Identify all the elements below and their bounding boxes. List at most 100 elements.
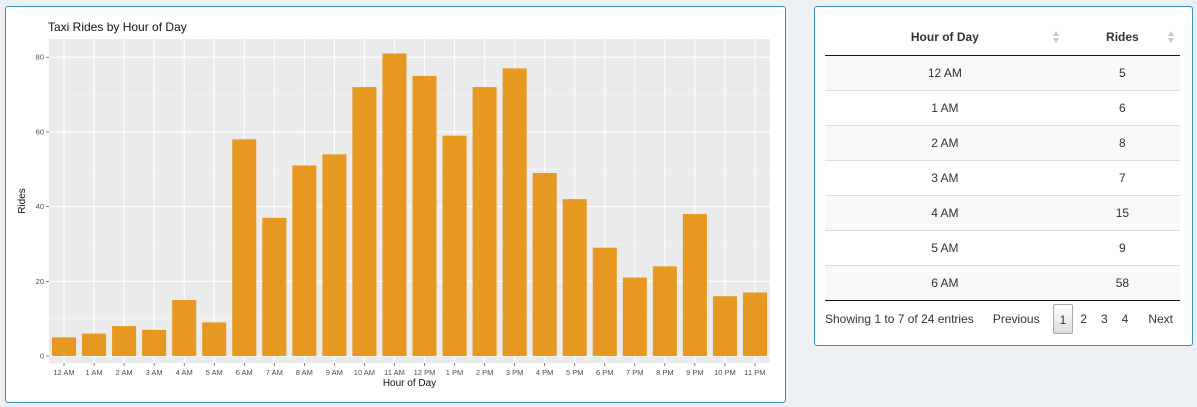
bar-1-pm xyxy=(442,135,467,356)
y-tick-label: 80 xyxy=(36,53,44,62)
bar-5-pm xyxy=(562,199,587,356)
y-axis-title: Rides xyxy=(17,188,28,214)
table-cell-rides: 9 xyxy=(1064,230,1180,266)
bar-2-pm xyxy=(472,87,497,356)
sort-icon xyxy=(1052,30,1059,44)
table-cell-hour: 1 AM xyxy=(825,90,1065,126)
table-row: 6 AM 58 xyxy=(825,265,1180,301)
x-tick-label: 2 PM xyxy=(476,368,494,377)
column-header-hour[interactable]: Hour of Day xyxy=(825,19,1065,56)
table-header-row: Hour of Day Rides xyxy=(825,19,1180,56)
page-button-2[interactable]: 2 xyxy=(1080,312,1087,326)
x-tick-label: 3 PM xyxy=(506,368,524,377)
bar-3-pm xyxy=(502,68,527,356)
table-cell-rides: 7 xyxy=(1064,160,1180,196)
x-tick-label: 1 PM xyxy=(446,368,464,377)
x-tick-label: 11 PM xyxy=(744,368,765,377)
x-tick-label: 6 AM xyxy=(236,368,253,377)
bar-3-am xyxy=(142,329,167,356)
bar-9-pm xyxy=(682,214,707,356)
x-tick-label: 7 PM xyxy=(626,368,644,377)
y-axis-ticks: 0 20 40 60 80 xyxy=(36,53,49,361)
table-panel: Hour of Day Rides 12 AM 5 1 AM 6 2 AM 8 xyxy=(814,6,1193,346)
sort-icon xyxy=(1168,30,1174,44)
bar-5-am xyxy=(202,322,227,356)
table-cell-hour: 2 AM xyxy=(825,125,1065,161)
table-row: 4 AM 15 xyxy=(825,195,1180,231)
table-cell-rides: 6 xyxy=(1064,90,1180,126)
bar-4-am xyxy=(172,299,197,356)
table-cell-hour: 5 AM xyxy=(825,230,1065,266)
x-tick-label: 5 PM xyxy=(566,368,584,377)
table-cell-rides: 8 xyxy=(1064,125,1180,161)
bar-11-am xyxy=(382,53,407,356)
bar-4-pm xyxy=(532,172,557,356)
bar-9-am xyxy=(322,154,347,356)
rides-table: Hour of Day Rides 12 AM 5 1 AM 6 2 AM 8 xyxy=(825,19,1180,301)
x-tick-label: 5 AM xyxy=(206,368,223,377)
x-tick-label: 12 AM xyxy=(53,368,74,377)
x-tick-label: 3 AM xyxy=(146,368,163,377)
page-button-3[interactable]: 3 xyxy=(1100,312,1108,326)
bar-12-pm xyxy=(412,75,437,356)
table-cell-hour: 4 AM xyxy=(825,195,1065,231)
page-button-1[interactable]: 1 xyxy=(1052,304,1074,334)
table-cell-rides: 5 xyxy=(1064,55,1180,91)
table-row: 5 AM 9 xyxy=(825,230,1180,266)
table-cell-hour: 3 AM xyxy=(825,160,1065,196)
x-tick-label: 9 AM xyxy=(326,368,343,377)
x-tick-label: 10 AM xyxy=(354,368,375,377)
x-tick-label: 11 AM xyxy=(384,368,405,377)
x-tick-label: 9 PM xyxy=(686,368,704,377)
table-cell-hour: 6 AM xyxy=(825,265,1065,301)
table-row: 2 AM 8 xyxy=(825,125,1180,161)
plot-panel xyxy=(49,39,770,363)
next-page-button[interactable]: Next xyxy=(1148,312,1173,326)
bar-10-pm xyxy=(712,296,737,356)
bar-8-am xyxy=(292,165,317,356)
x-axis-title: Hour of Day xyxy=(383,378,436,389)
chart-title: Taxi Rides by Hour of Day xyxy=(48,20,187,34)
bar-6-am xyxy=(232,139,257,356)
pagination: Previous 1 2 3 4 Next xyxy=(986,303,1180,335)
x-axis-ticks: 12 AM 1 AM 2 AM 3 AM 4 AM 5 AM 6 AM 7 AM 8 AM 9 A… xyxy=(53,363,766,377)
table-cell-rides: 58 xyxy=(1064,265,1180,301)
table-row: 12 AM 5 xyxy=(825,55,1180,91)
bar-6-pm xyxy=(592,247,617,356)
y-tick-label: 20 xyxy=(36,277,44,286)
bar-10-am xyxy=(352,87,377,356)
x-tick-label: 2 AM xyxy=(116,368,133,377)
bar-12-am xyxy=(52,337,77,356)
bar-11-pm xyxy=(742,292,767,356)
x-tick-label: 4 PM xyxy=(536,368,554,377)
bars xyxy=(52,53,767,356)
table-cell-hour: 12 AM xyxy=(825,55,1065,91)
x-tick-label: 8 PM xyxy=(656,368,674,377)
bar-chart: Taxi Rides by Hour of Day 0 20 40 60 80 12 A… xyxy=(17,20,770,389)
bar-7-am xyxy=(262,217,287,356)
y-tick-label: 40 xyxy=(36,202,44,211)
y-tick-label: 0 xyxy=(40,352,44,361)
table-row: 3 AM 7 xyxy=(825,160,1180,196)
y-tick-label: 60 xyxy=(36,127,44,136)
x-tick-label: 10 PM xyxy=(714,368,736,377)
column-header-label: Rides xyxy=(1106,30,1139,44)
bar-7-pm xyxy=(622,277,647,356)
x-tick-label: 1 AM xyxy=(86,368,103,377)
x-tick-label: 7 AM xyxy=(266,368,283,377)
table-cell-rides: 15 xyxy=(1064,195,1180,231)
x-tick-label: 4 AM xyxy=(176,368,193,377)
previous-page-button[interactable]: Previous xyxy=(992,312,1040,326)
bar-8-pm xyxy=(652,266,677,356)
table-row: 1 AM 6 xyxy=(825,90,1180,126)
page-button-4[interactable]: 4 xyxy=(1121,312,1129,326)
table-info: Showing 1 to 7 of 24 entries xyxy=(825,312,974,326)
x-tick-label: 8 AM xyxy=(296,368,313,377)
x-tick-label: 12 PM xyxy=(414,368,436,377)
column-header-label: Hour of Day xyxy=(910,30,979,44)
x-tick-label: 6 PM xyxy=(596,368,614,377)
column-header-rides[interactable]: Rides xyxy=(1064,19,1180,56)
chart-panel: Taxi Rides by Hour of Day 0 20 40 60 80 12 A… xyxy=(5,6,786,403)
bar-1-am xyxy=(82,333,107,356)
bar-2-am xyxy=(112,326,137,356)
